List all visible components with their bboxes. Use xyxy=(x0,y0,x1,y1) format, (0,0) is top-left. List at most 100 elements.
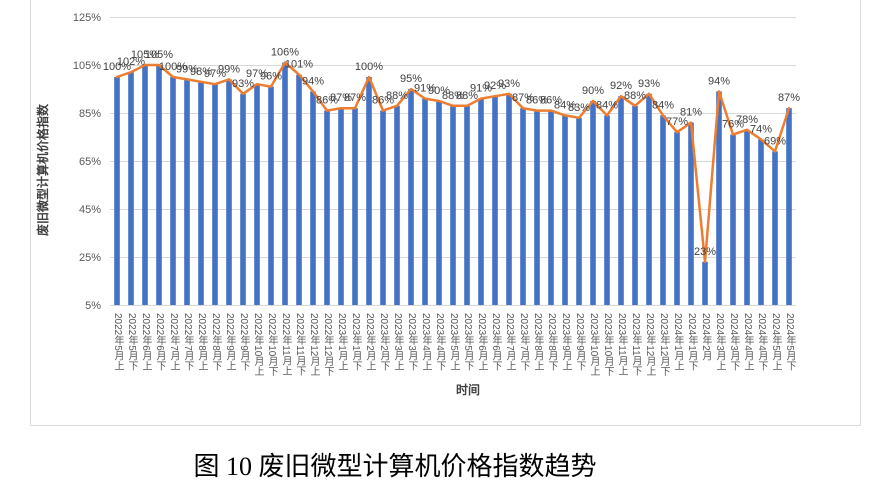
data-label-44: 94% xyxy=(708,75,730,87)
bar-45 xyxy=(730,134,736,305)
data-label-9: 99% xyxy=(218,63,240,75)
bar-12 xyxy=(268,86,274,305)
data-label-34: 83% xyxy=(568,102,590,114)
data-label-7: 98% xyxy=(190,66,212,78)
data-label-25: 88% xyxy=(442,90,464,102)
bar-20 xyxy=(380,110,386,305)
bar-35 xyxy=(590,101,596,305)
data-label-22: 95% xyxy=(400,73,422,85)
data-label-35: 90% xyxy=(582,85,604,97)
data-label-27: 91% xyxy=(470,83,492,95)
bar-3 xyxy=(142,65,148,305)
bar-36 xyxy=(604,115,610,306)
bar-11 xyxy=(254,84,260,305)
data-label-3: 105% xyxy=(131,49,159,61)
data-label-33: 84% xyxy=(554,99,576,111)
data-label-11: 97% xyxy=(246,68,268,80)
data-label-37: 92% xyxy=(610,80,632,92)
bar-42 xyxy=(688,122,694,305)
data-label-19: 100% xyxy=(355,61,383,73)
bar-39 xyxy=(646,93,652,305)
data-label-28: 92% xyxy=(484,80,506,92)
bar-8 xyxy=(212,84,218,305)
data-label-36: 84% xyxy=(596,99,618,111)
ytick-label-65: 65% xyxy=(79,156,101,168)
bar-26 xyxy=(464,105,470,305)
data-label-26: 88% xyxy=(456,90,478,102)
bar-23 xyxy=(422,98,428,305)
bar-17 xyxy=(338,108,344,305)
figure-caption: 图 10 废旧微型计算机价格指数趋势 xyxy=(193,452,597,481)
data-label-40: 84% xyxy=(652,99,674,111)
data-label-38: 88% xyxy=(624,90,646,102)
ytick-label-5: 5% xyxy=(85,300,101,312)
y-axis-ticks: 5% 25% 45% 65% 85% 105% 125% xyxy=(73,12,101,312)
data-label-47: 74% xyxy=(750,123,772,135)
data-label-21: 88% xyxy=(386,90,408,102)
bar-21 xyxy=(394,105,400,305)
bar-25 xyxy=(450,105,456,305)
data-label-14: 101% xyxy=(285,59,313,71)
bar-10 xyxy=(240,93,246,305)
bar-1 xyxy=(114,77,120,305)
ytick-label-105: 105% xyxy=(73,60,101,72)
data-label-23: 91% xyxy=(414,83,436,95)
data-label-32: 86% xyxy=(540,95,562,107)
bar-37 xyxy=(618,96,624,305)
line-series xyxy=(115,61,791,264)
bar-34 xyxy=(576,117,582,305)
data-label-29: 93% xyxy=(498,78,520,90)
data-label-8: 97% xyxy=(204,68,226,80)
data-label-49: 87% xyxy=(778,92,800,104)
bar-41 xyxy=(674,132,680,305)
bar-series xyxy=(114,62,792,306)
bar-22 xyxy=(408,89,414,305)
data-label-24: 90% xyxy=(428,85,450,97)
bar-19 xyxy=(366,77,372,305)
bar-40 xyxy=(660,115,666,306)
bar-28 xyxy=(492,96,498,305)
bar-27 xyxy=(478,98,484,305)
bar-15 xyxy=(310,91,316,306)
chart-frame xyxy=(30,0,861,426)
data-label-5: 100% xyxy=(159,61,187,73)
data-labels: 100%102%105%105%100%99%98%97%99%93%97%96… xyxy=(103,47,800,258)
data-label-4: 105% xyxy=(145,49,173,61)
data-label-15: 94% xyxy=(302,75,324,87)
bar-13 xyxy=(282,62,288,305)
data-label-45: 76% xyxy=(722,119,744,131)
data-label-1: 100% xyxy=(103,61,131,73)
data-label-42: 81% xyxy=(680,107,702,119)
bar-30 xyxy=(520,108,526,305)
bar-49 xyxy=(786,108,792,305)
data-label-43: 23% xyxy=(694,246,716,258)
data-label-13: 106% xyxy=(271,47,299,59)
ytick-label-85: 85% xyxy=(79,108,101,120)
bar-31 xyxy=(534,110,540,305)
series-line xyxy=(115,61,791,264)
bar-47 xyxy=(758,139,764,305)
data-label-17: 87% xyxy=(330,92,352,104)
data-label-30: 87% xyxy=(512,92,534,104)
bar-9 xyxy=(226,79,232,306)
bar-16 xyxy=(324,110,330,305)
bar-24 xyxy=(436,101,442,305)
data-label-41: 77% xyxy=(666,116,688,128)
x-axis-title: 时间 xyxy=(456,382,480,397)
bar-33 xyxy=(562,115,568,306)
bar-4 xyxy=(156,65,162,305)
data-label-18: 87% xyxy=(344,92,366,104)
ytick-label-25: 25% xyxy=(79,252,101,264)
data-label-31: 86% xyxy=(526,95,548,107)
data-label-16: 86% xyxy=(316,95,338,107)
data-label-39: 93% xyxy=(638,78,660,90)
bar-46 xyxy=(744,129,750,305)
y-axis-title: 废旧微型计算机价格指数 xyxy=(35,103,50,236)
data-label-12: 96% xyxy=(260,71,282,83)
bar-18 xyxy=(352,108,358,305)
ytick-label-45: 45% xyxy=(79,204,101,216)
data-label-46: 78% xyxy=(736,114,758,126)
bar-43 xyxy=(702,261,708,305)
